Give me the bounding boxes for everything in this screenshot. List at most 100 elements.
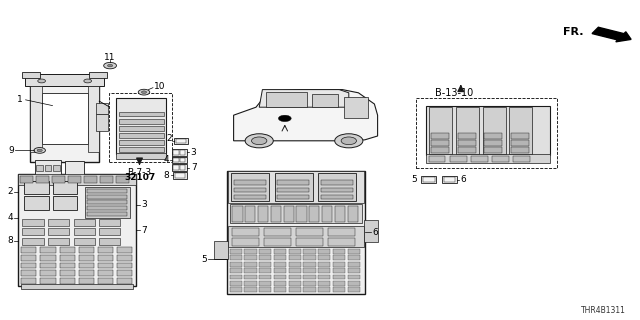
Bar <box>230 249 242 254</box>
Bar <box>36 176 49 183</box>
Bar <box>21 247 36 253</box>
Text: 3: 3 <box>191 148 196 157</box>
Bar <box>344 97 368 118</box>
Bar <box>88 86 99 152</box>
Bar <box>442 176 457 183</box>
Bar <box>289 287 301 292</box>
Bar <box>119 119 164 124</box>
Bar <box>289 275 301 279</box>
Text: 2: 2 <box>166 134 172 143</box>
Bar <box>277 180 309 185</box>
Bar <box>119 147 164 152</box>
Bar <box>119 133 164 138</box>
Bar <box>471 156 488 162</box>
Bar <box>245 206 255 222</box>
Bar <box>318 275 330 279</box>
Bar <box>48 238 69 245</box>
Bar <box>318 249 330 254</box>
Bar <box>312 94 338 107</box>
Text: 32107: 32107 <box>124 173 155 182</box>
Bar <box>18 174 136 185</box>
Bar <box>348 206 358 222</box>
Bar <box>117 278 132 284</box>
Bar <box>234 195 266 199</box>
Bar <box>284 206 294 222</box>
Bar <box>60 255 75 261</box>
Circle shape <box>37 149 42 152</box>
Bar <box>234 188 266 192</box>
Bar <box>450 156 467 162</box>
Bar <box>22 238 44 245</box>
Bar <box>511 147 529 153</box>
Bar <box>116 98 166 154</box>
Bar <box>318 262 330 267</box>
Bar <box>119 126 164 131</box>
Bar <box>230 262 242 267</box>
Bar <box>18 174 136 286</box>
Bar <box>30 75 99 162</box>
Bar <box>484 133 502 139</box>
Bar <box>21 284 133 289</box>
Bar <box>333 281 345 286</box>
Bar <box>24 196 49 210</box>
Bar <box>348 275 360 279</box>
Bar <box>60 263 75 268</box>
Bar <box>429 107 452 154</box>
Bar <box>348 262 360 267</box>
Bar <box>230 255 242 260</box>
Text: FR.: FR. <box>563 27 584 37</box>
Bar <box>309 206 319 222</box>
Bar <box>79 263 94 268</box>
Bar <box>303 268 316 273</box>
Bar <box>84 176 97 183</box>
Bar <box>511 133 529 139</box>
Bar <box>60 247 75 253</box>
Text: 9: 9 <box>8 146 14 155</box>
Bar <box>492 156 509 162</box>
Circle shape <box>141 91 147 93</box>
Bar <box>274 268 286 273</box>
Bar <box>180 150 185 155</box>
Bar <box>458 140 476 146</box>
Bar <box>274 287 286 292</box>
Bar <box>275 173 313 201</box>
Bar <box>259 249 271 254</box>
Bar <box>99 238 120 245</box>
Bar <box>335 206 345 222</box>
Bar <box>348 281 360 286</box>
Bar <box>68 176 81 183</box>
Bar <box>328 228 355 236</box>
Bar <box>244 287 257 292</box>
Bar <box>79 255 94 261</box>
Bar <box>214 241 228 259</box>
Bar <box>348 268 360 273</box>
Bar <box>173 165 179 170</box>
Bar <box>53 165 60 171</box>
Bar <box>303 249 316 254</box>
Bar <box>175 173 185 178</box>
Bar <box>40 270 56 276</box>
Bar <box>333 268 345 273</box>
Bar <box>289 249 301 254</box>
Bar <box>230 287 242 292</box>
Bar <box>333 249 345 254</box>
Bar <box>321 180 353 185</box>
Bar <box>244 268 257 273</box>
Bar <box>74 219 95 226</box>
Bar <box>98 278 113 284</box>
Bar <box>53 181 77 194</box>
Bar <box>296 238 323 246</box>
Bar <box>21 255 36 261</box>
Bar <box>511 140 529 146</box>
Text: 5: 5 <box>412 175 417 184</box>
Bar <box>85 187 130 218</box>
Bar <box>274 249 286 254</box>
Bar <box>21 278 36 284</box>
Bar <box>227 171 365 294</box>
Bar <box>87 195 127 199</box>
Bar <box>456 107 479 154</box>
Polygon shape <box>234 90 378 141</box>
Bar <box>277 188 309 192</box>
Circle shape <box>335 134 363 148</box>
Bar <box>40 263 56 268</box>
